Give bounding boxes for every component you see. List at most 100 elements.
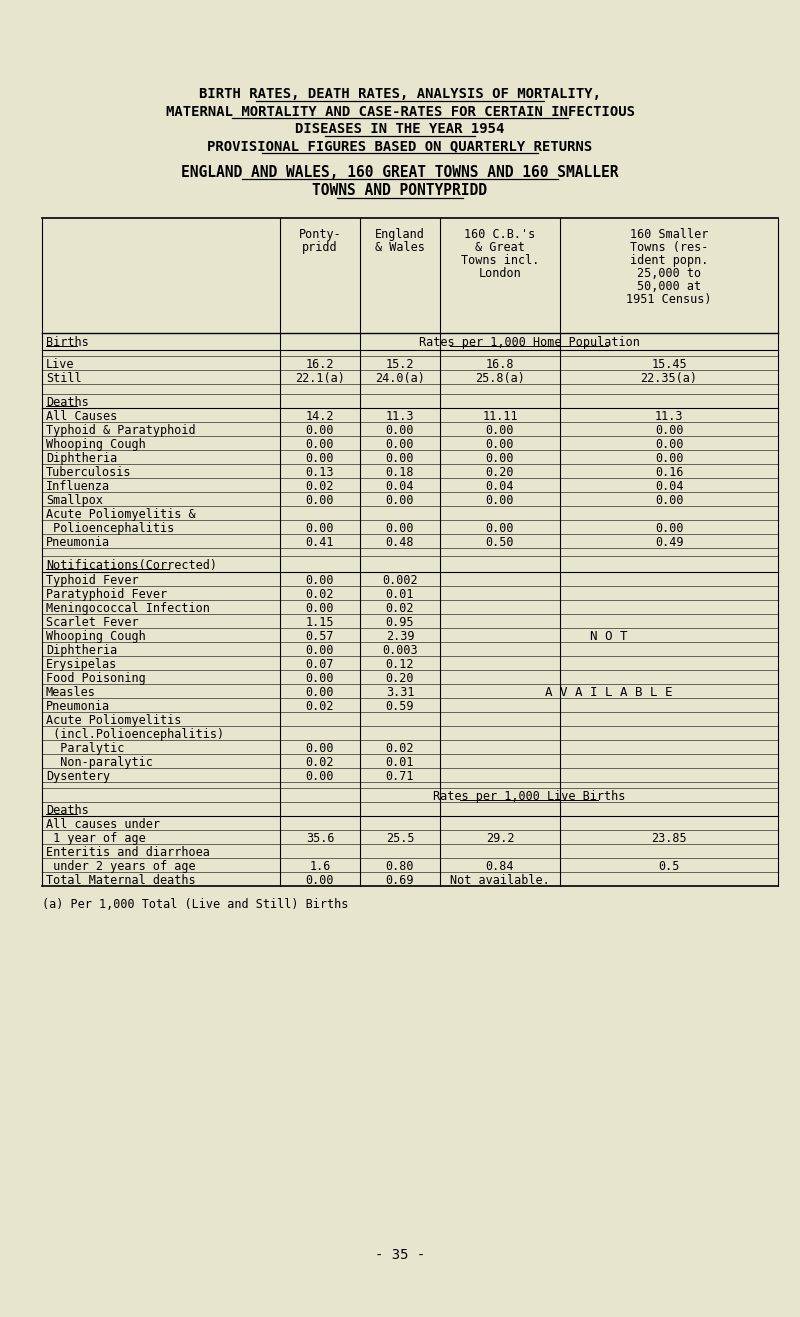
Text: Not available.: Not available. [450, 873, 550, 886]
Text: 0.02: 0.02 [386, 602, 414, 615]
Text: 0.00: 0.00 [486, 452, 514, 465]
Text: Towns incl.: Towns incl. [461, 254, 539, 267]
Text: 0.41: 0.41 [306, 536, 334, 549]
Text: Tuberculosis: Tuberculosis [46, 466, 131, 479]
Text: Rates per 1,000 Home Population: Rates per 1,000 Home Population [418, 336, 639, 349]
Text: 15.45: 15.45 [651, 358, 687, 371]
Text: 0.01: 0.01 [386, 756, 414, 769]
Text: DISEASES IN THE YEAR 1954: DISEASES IN THE YEAR 1954 [295, 122, 505, 136]
Text: N O T: N O T [590, 630, 628, 643]
Text: 0.00: 0.00 [486, 424, 514, 437]
Text: Deaths: Deaths [46, 395, 89, 408]
Text: 0.00: 0.00 [486, 522, 514, 535]
Text: 0.95: 0.95 [386, 616, 414, 628]
Text: 0.12: 0.12 [386, 657, 414, 670]
Text: 0.69: 0.69 [386, 873, 414, 886]
Text: 0.003: 0.003 [382, 644, 418, 657]
Text: 25.5: 25.5 [386, 832, 414, 844]
Text: 0.20: 0.20 [486, 466, 514, 479]
Text: 0.00: 0.00 [306, 644, 334, 657]
Text: 0.00: 0.00 [306, 672, 334, 685]
Text: 0.00: 0.00 [386, 452, 414, 465]
Text: Diphtheria: Diphtheria [46, 452, 118, 465]
Text: 25.8(a): 25.8(a) [475, 371, 525, 385]
Text: All Causes: All Causes [46, 410, 118, 423]
Text: 35.6: 35.6 [306, 832, 334, 844]
Text: London: London [478, 267, 522, 279]
Text: 22.1(a): 22.1(a) [295, 371, 345, 385]
Text: Food Poisoning: Food Poisoning [46, 672, 146, 685]
Text: 0.84: 0.84 [486, 860, 514, 873]
Text: Rates per 1,000 Live Births: Rates per 1,000 Live Births [433, 790, 625, 803]
Text: 160 Smaller: 160 Smaller [630, 228, 708, 241]
Text: & Wales: & Wales [375, 241, 425, 254]
Text: 1951 Census): 1951 Census) [626, 292, 712, 306]
Text: Polioencephalitis: Polioencephalitis [46, 522, 174, 535]
Text: 0.02: 0.02 [306, 756, 334, 769]
Text: Acute Poliomyelitis &: Acute Poliomyelitis & [46, 508, 196, 520]
Text: Still: Still [46, 371, 82, 385]
Text: Typhoid Fever: Typhoid Fever [46, 574, 138, 587]
Text: 0.00: 0.00 [654, 424, 683, 437]
Text: ENGLAND AND WALES, 160 GREAT TOWNS AND 160 SMALLER: ENGLAND AND WALES, 160 GREAT TOWNS AND 1… [182, 165, 618, 180]
Text: 1.6: 1.6 [310, 860, 330, 873]
Text: 0.00: 0.00 [654, 437, 683, 450]
Text: 0.00: 0.00 [386, 494, 414, 507]
Text: 1 year of age: 1 year of age [46, 832, 146, 844]
Text: Deaths: Deaths [46, 803, 89, 817]
Text: Scarlet Fever: Scarlet Fever [46, 616, 138, 628]
Text: Erysipelas: Erysipelas [46, 657, 118, 670]
Text: Dysentery: Dysentery [46, 769, 110, 782]
Text: England: England [375, 228, 425, 241]
Text: 0.80: 0.80 [386, 860, 414, 873]
Text: 0.00: 0.00 [306, 424, 334, 437]
Text: Towns (res-: Towns (res- [630, 241, 708, 254]
Text: pridd: pridd [302, 241, 338, 254]
Text: 0.48: 0.48 [386, 536, 414, 549]
Text: ident popn.: ident popn. [630, 254, 708, 267]
Text: Births: Births [46, 336, 89, 349]
Text: 0.50: 0.50 [486, 536, 514, 549]
Text: 0.00: 0.00 [654, 494, 683, 507]
Text: Diphtheria: Diphtheria [46, 644, 118, 657]
Text: Total Maternal deaths: Total Maternal deaths [46, 873, 196, 886]
Text: 14.2: 14.2 [306, 410, 334, 423]
Text: A V A I L A B L E: A V A I L A B L E [546, 686, 673, 699]
Text: Influenza: Influenza [46, 479, 110, 493]
Text: 160 C.B.'s: 160 C.B.'s [464, 228, 536, 241]
Text: & Great: & Great [475, 241, 525, 254]
Text: Pneumonia: Pneumonia [46, 536, 110, 549]
Text: 2.39: 2.39 [386, 630, 414, 643]
Text: 11.3: 11.3 [386, 410, 414, 423]
Text: 0.71: 0.71 [386, 769, 414, 782]
Text: 0.02: 0.02 [386, 741, 414, 755]
Text: Whooping Cough: Whooping Cough [46, 630, 146, 643]
Text: Ponty-: Ponty- [298, 228, 342, 241]
Text: 22.35(a): 22.35(a) [641, 371, 698, 385]
Text: 0.00: 0.00 [306, 522, 334, 535]
Text: PROVISIONAL FIGURES BASED ON QUARTERLY RETURNS: PROVISIONAL FIGURES BASED ON QUARTERLY R… [207, 140, 593, 154]
Text: 0.04: 0.04 [386, 479, 414, 493]
Text: Pneumonia: Pneumonia [46, 699, 110, 712]
Text: 0.18: 0.18 [386, 466, 414, 479]
Text: Measles: Measles [46, 686, 96, 699]
Text: 0.00: 0.00 [306, 494, 334, 507]
Text: 0.00: 0.00 [306, 741, 334, 755]
Text: 0.00: 0.00 [654, 522, 683, 535]
Text: 0.00: 0.00 [306, 769, 334, 782]
Text: 0.04: 0.04 [654, 479, 683, 493]
Text: 0.59: 0.59 [386, 699, 414, 712]
Text: 50,000 at: 50,000 at [637, 279, 701, 292]
Text: 0.00: 0.00 [486, 437, 514, 450]
Text: 0.00: 0.00 [386, 522, 414, 535]
Text: All causes under: All causes under [46, 818, 160, 831]
Text: 0.07: 0.07 [306, 657, 334, 670]
Text: 0.20: 0.20 [386, 672, 414, 685]
Text: Enteritis and diarrhoea: Enteritis and diarrhoea [46, 846, 210, 859]
Text: 23.85: 23.85 [651, 832, 687, 844]
Text: Acute Poliomyelitis: Acute Poliomyelitis [46, 714, 182, 727]
Text: 15.2: 15.2 [386, 358, 414, 371]
Text: Paratyphoid Fever: Paratyphoid Fever [46, 587, 167, 601]
Text: Non-paralytic: Non-paralytic [46, 756, 153, 769]
Text: Paralytic: Paralytic [46, 741, 124, 755]
